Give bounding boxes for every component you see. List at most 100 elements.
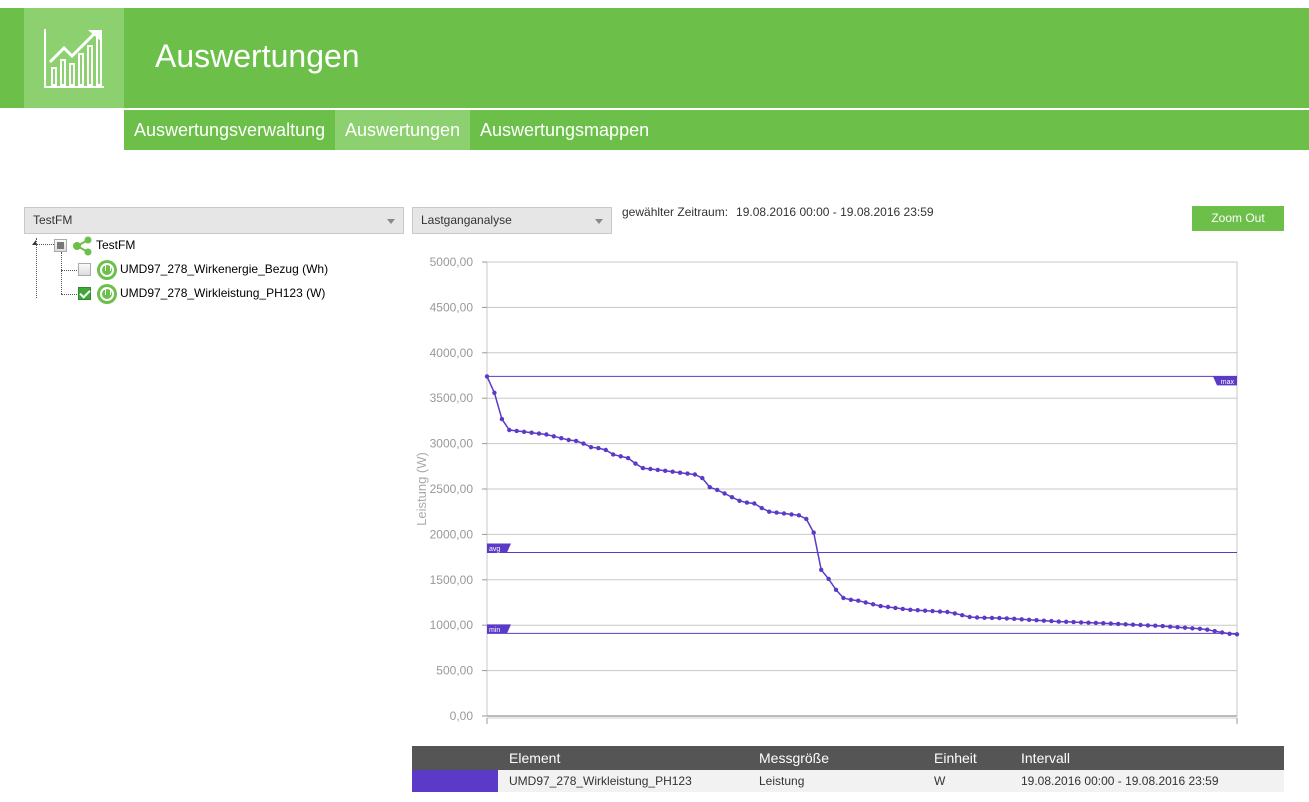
- data-point: [1197, 626, 1203, 631]
- data-point: [796, 513, 802, 518]
- data-point: [499, 416, 505, 422]
- data-point: [514, 428, 519, 434]
- cell-einheit: W: [934, 774, 946, 788]
- reference-label-min: min: [489, 627, 500, 634]
- data-point: [819, 567, 824, 572]
- data-point: [685, 471, 690, 476]
- data-point: [1153, 623, 1158, 628]
- tree-checkbox-wirkleistung[interactable]: [78, 287, 91, 300]
- data-point: [737, 498, 742, 503]
- tree-node-label: UMD97_278_Wirkenergie_Bezug (Wh): [120, 262, 329, 276]
- data-point: [692, 472, 698, 477]
- y-tick-label: 1500,00: [430, 573, 474, 587]
- data-point: [1138, 622, 1143, 628]
- data-point: [1049, 618, 1054, 624]
- data-point: [930, 608, 935, 614]
- data-point: [811, 530, 816, 535]
- tree-checkbox-root[interactable]: [54, 239, 67, 252]
- tree-connector: [36, 238, 37, 298]
- data-point: [848, 597, 854, 602]
- column-header-intervall: Intervall: [1021, 746, 1284, 770]
- data-point: [1004, 616, 1009, 621]
- data-point: [1012, 616, 1017, 621]
- data-point: [625, 455, 631, 461]
- data-point: [566, 437, 571, 443]
- data-point: [1093, 620, 1099, 626]
- data-point: [1041, 618, 1047, 623]
- data-point: [945, 609, 950, 615]
- data-point: [900, 606, 905, 612]
- data-point: [618, 454, 623, 459]
- data-point: [655, 467, 660, 473]
- reference-label-avg: avg: [489, 546, 500, 553]
- tree-checkbox-wirkenergie[interactable]: [78, 263, 91, 276]
- data-point: [1034, 618, 1039, 623]
- data-point: [1219, 630, 1225, 635]
- table-row[interactable]: UMD97_278_Wirkleistung_PH123 Leistung W …: [412, 770, 1284, 792]
- collapse-toggle-icon[interactable]: [32, 240, 36, 245]
- app-header: Auswertungen: [0, 8, 1309, 108]
- reference-label-max: max: [1221, 379, 1235, 386]
- period-label: gewählter Zeitraum:: [622, 205, 729, 219]
- series-line: [486, 376, 1238, 636]
- data-point: [841, 595, 846, 601]
- nav-item-auswertungsmappen[interactable]: Auswertungsmappen: [480, 120, 650, 140]
- analysis-select[interactable]: Lastganganalyse: [412, 207, 612, 234]
- y-tick-label: 3500,00: [430, 391, 474, 405]
- chart-growth-icon: [44, 29, 104, 88]
- data-point: [1101, 621, 1106, 626]
- nav-item-auswertungsverwaltung[interactable]: Auswertungsverwaltung: [134, 120, 326, 140]
- reference-flag-min: [487, 624, 511, 634]
- y-tick-label: 500,00: [436, 664, 473, 678]
- data-point: [1064, 619, 1069, 624]
- data-point: [521, 429, 527, 434]
- data-point: [878, 603, 883, 609]
- data-point: [700, 475, 705, 481]
- data-point: [744, 500, 750, 505]
- data-point: [774, 510, 779, 515]
- data-point: [759, 505, 764, 511]
- y-tick-label: 4000,00: [430, 346, 474, 360]
- data-point: [885, 604, 891, 610]
- data-point: [1168, 624, 1173, 629]
- data-point: [1123, 622, 1128, 627]
- cell-element: UMD97_278_Wirkleistung_PH123: [509, 774, 692, 788]
- data-point: [581, 441, 586, 446]
- data-point: [648, 466, 653, 472]
- legend-color-header: [412, 746, 498, 770]
- facility-select[interactable]: TestFM: [24, 207, 404, 234]
- data-point: [677, 470, 683, 475]
- data-point: [781, 511, 787, 516]
- data-point: [752, 501, 757, 506]
- data-point: [492, 390, 497, 395]
- data-point: [804, 516, 809, 522]
- y-tick-label: 2500,00: [430, 482, 474, 496]
- zoom-out-button[interactable]: Zoom Out: [1192, 206, 1284, 231]
- tree-node-label: UMD97_278_Wirkleistung_PH123 (W): [120, 286, 326, 300]
- data-point: [507, 427, 512, 433]
- y-tick-label: 5000,00: [430, 255, 474, 269]
- data-point: [588, 445, 594, 450]
- data-point: [1212, 628, 1217, 634]
- data-point: [559, 436, 564, 441]
- data-point: [722, 491, 727, 496]
- nav-item-auswertungen[interactable]: Auswertungen: [335, 110, 471, 150]
- data-point: [603, 447, 608, 453]
- y-tick-label: 2000,00: [430, 527, 474, 541]
- data-point: [1056, 619, 1061, 624]
- data-point: [551, 434, 556, 439]
- load-profile-chart[interactable]: 0,00 500,00 1000,00 1500,00 2000,00 2500,00 30…: [412, 250, 1284, 730]
- data-point: [536, 431, 542, 436]
- y-tick-label: 3000,00: [430, 437, 474, 451]
- data-point: [826, 576, 831, 582]
- cell-messgroesse: Leistung: [759, 774, 805, 788]
- data-point: [1175, 625, 1180, 630]
- plug-icon: [97, 260, 117, 280]
- column-header-element: Element: [498, 746, 759, 770]
- period-value: 19.08.2016 00:00 - 19.08.2016 23:59: [736, 205, 934, 219]
- data-point: [967, 614, 972, 620]
- data-point: [1019, 617, 1024, 622]
- data-point: [1071, 619, 1076, 625]
- reference-lines: max avg min: [487, 375, 1237, 634]
- selected-period: gewählter Zeitraum: 19.08.2016 00:00 - 19…: [622, 205, 934, 219]
